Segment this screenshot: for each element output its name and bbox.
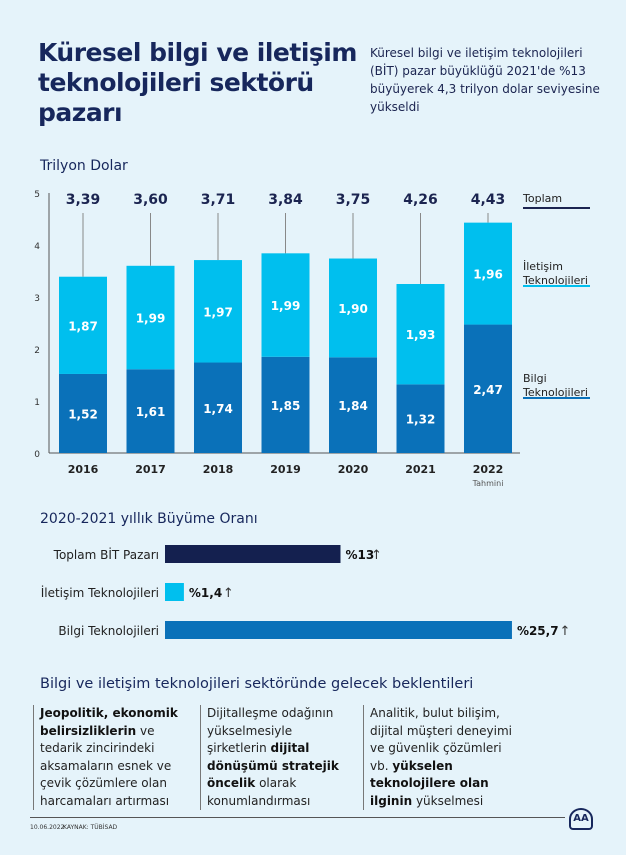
legend-label: İletişim Teknolojileri <box>522 260 588 287</box>
expectations-title: Bilgi ve iletişim teknolojileri sektörün… <box>40 676 474 692</box>
bar-bilgi <box>464 324 512 453</box>
y-tick-label: 1 <box>34 398 40 408</box>
y-axis-label: Trilyon Dolar <box>40 158 128 174</box>
iletisim-value-label: 1,93 <box>406 328 436 342</box>
legend-label: Bilgi Teknolojileri <box>522 372 588 399</box>
body-text: Dijitalleşme odağının yükselmesiyle şirk… <box>207 706 334 755</box>
bar-iletisim <box>194 260 242 363</box>
x-tick-label: 2019 <box>270 463 301 476</box>
bilgi-value-label: 2,47 <box>473 383 503 397</box>
x-tick-label: 2016 <box>68 463 99 476</box>
body-text: Analitik, bulut bilişim, dijital müşteri… <box>370 706 512 773</box>
growth-value-label: %13 <box>346 548 375 562</box>
x-tick-label: 2018 <box>203 463 234 476</box>
body-text: yükselmesi <box>412 793 484 808</box>
legend-label: Toplam <box>522 192 562 205</box>
expectation-column-2: Dijitalleşme odağının yükselmesiyle şirk… <box>200 705 350 810</box>
iletisim-value-label: 1,96 <box>473 268 503 282</box>
bilgi-value-label: 1,61 <box>136 405 166 419</box>
page-title: Küresel bilgi ve iletişim teknolojileri … <box>38 38 357 127</box>
total-value-label: 3,60 <box>133 192 168 208</box>
growth-bar-chart: Toplam BİT Pazarı %13↑İletişim Teknolojil… <box>41 545 570 639</box>
total-value-label: 4,26 <box>403 192 438 208</box>
y-tick-label: 0 <box>34 450 40 460</box>
bar-bilgi <box>59 373 107 453</box>
stacked-bar-chart: 0 1 2 3 4 5 1,52 1,87 3,39 2016 1,61 1,99 3,60 2017 1,… <box>34 190 590 488</box>
growth-bar <box>165 583 184 601</box>
arrow-up-icon: ↑ <box>559 624 570 639</box>
highlight-text: Jeopolitik, ekonomik belirsizliklerin <box>40 706 178 738</box>
iletisim-value-label: 1,99 <box>136 312 166 326</box>
highlight-text: yükselen teknolojilere olan ilginin <box>370 758 489 808</box>
category-label: Toplam BİT Pazarı <box>53 547 159 562</box>
total-value-label: 3,39 <box>66 192 101 208</box>
x-tick-label: 2020 <box>338 463 369 476</box>
y-tick-label: 2 <box>34 346 40 356</box>
total-value-label: 3,71 <box>201 192 236 208</box>
bar-bilgi <box>261 356 310 453</box>
bar-bilgi <box>194 362 242 453</box>
bar-bilgi <box>329 357 377 453</box>
bilgi-value-label: 1,32 <box>406 413 436 427</box>
bilgi-value-label: 1,84 <box>338 399 368 413</box>
aa-logo: AA <box>569 808 593 830</box>
bilgi-value-label: 1,74 <box>203 402 233 416</box>
expectation-column-1: Jeopolitik, ekonomik belirsizliklerin ve… <box>33 705 183 810</box>
bilgi-value-label: 1,85 <box>271 399 301 413</box>
arrow-up-icon: ↑ <box>223 586 234 601</box>
bilgi-value-label: 1,52 <box>68 407 98 421</box>
bar-iletisim <box>126 265 175 370</box>
total-value-label: 3,84 <box>268 192 303 208</box>
expectation-column-3: Analitik, bulut bilişim, dijital müşteri… <box>363 705 513 810</box>
bar-iletisim <box>329 258 377 358</box>
body-text: ve tedarik zincirindeki aksamaların esne… <box>40 723 172 808</box>
iletisim-value-label: 1,87 <box>68 319 98 333</box>
total-value-label: 3,75 <box>336 192 371 208</box>
category-label: İletişim Teknolojileri <box>41 585 159 600</box>
bar-iletisim <box>59 276 107 374</box>
growth-bar <box>165 545 341 563</box>
growth-value-label: %25,7 <box>517 624 559 638</box>
x-tick-label: 2017 <box>135 463 166 476</box>
bar-iletisim <box>464 222 512 325</box>
bar-bilgi <box>126 369 175 453</box>
x-tick-label: 2022 <box>473 463 504 476</box>
bar-iletisim <box>396 284 445 385</box>
x-tick-note: Tahmini <box>472 479 504 488</box>
iletisim-value-label: 1,97 <box>203 305 233 319</box>
y-tick-label: 4 <box>34 242 40 252</box>
growth-bar <box>165 621 512 639</box>
growth-value-label: %1,4 <box>189 586 222 600</box>
category-label: Bilgi Teknolojileri <box>58 624 159 638</box>
y-tick-label: 3 <box>34 294 40 304</box>
x-tick-label: 2021 <box>405 463 436 476</box>
footer-divider <box>30 817 565 818</box>
bar-iletisim <box>261 253 310 357</box>
total-value-label: 4,43 <box>471 192 506 208</box>
bar-bilgi <box>396 384 445 453</box>
iletisim-value-label: 1,99 <box>271 299 301 313</box>
y-tick-label: 5 <box>34 190 40 200</box>
iletisim-value-label: 1,90 <box>338 302 368 316</box>
footer-date: 10.06.2022 <box>30 824 65 831</box>
page-subtitle: Küresel bilgi ve iletişim teknolojileri … <box>370 46 600 114</box>
footer-source: KAYNAK: TÜBİSAD <box>63 824 118 831</box>
arrow-up-icon: ↑ <box>371 548 382 563</box>
growth-chart-title: 2020-2021 yıllık Büyüme Oranı <box>40 511 258 527</box>
body-text: olarak konumlandırması <box>207 776 311 808</box>
highlight-text: dijital dönüşümü stratejik öncelik <box>207 741 339 790</box>
